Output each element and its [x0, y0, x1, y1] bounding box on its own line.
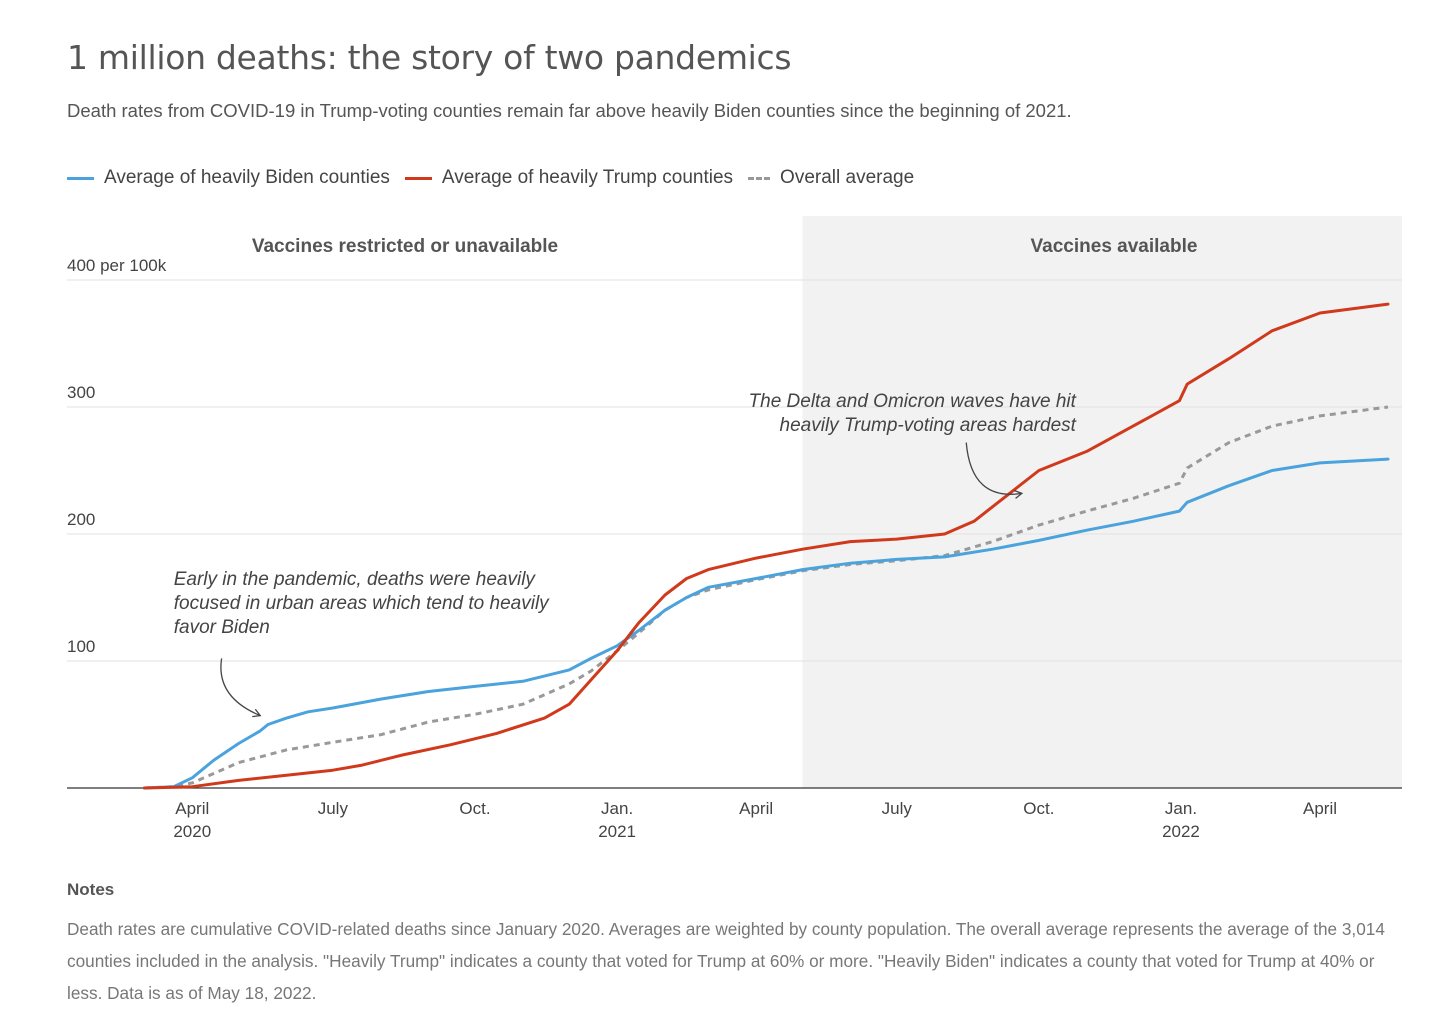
x-tick-label: Oct. — [1023, 799, 1054, 818]
legend-swatch-trump — [404, 176, 432, 180]
annotation-arrow-1 — [965, 442, 1024, 499]
x-tick-label: April — [1303, 799, 1337, 818]
series-line-trump — [142, 302, 1390, 790]
x-tick-year: 2020 — [173, 822, 211, 841]
chart-title: 1 million deaths: the story of two pande… — [67, 38, 792, 77]
legend-swatch-overall — [748, 176, 771, 180]
y-tick-label: 300 — [67, 383, 95, 402]
x-tick-label: April — [739, 799, 773, 818]
x-tick-year: 2021 — [598, 822, 636, 841]
legend-item-trump: Average of heavily Trump counties — [404, 167, 734, 189]
y-tick-label: 400 per 100k — [67, 256, 167, 275]
legend-item-overall: Overall average — [748, 167, 914, 189]
x-tick-year: 2022 — [1162, 822, 1200, 841]
legend-swatch-biden — [67, 176, 94, 180]
annotation-1: The Delta and Omicron waves have hit heav… — [749, 391, 1077, 436]
region-label-0: Vaccines restricted or unavailable — [252, 236, 558, 257]
annotation-line: heavily Trump-voting areas hardest — [780, 415, 1077, 436]
annotation-line: favor Biden — [174, 617, 270, 638]
notes-text: Death rates are cumulative COVID-related… — [67, 919, 1385, 1003]
legend-item-biden: Average of heavily Biden counties — [67, 167, 390, 189]
annotation-line: The Delta and Omicron waves have hit — [749, 391, 1077, 412]
legend-label-biden: Average of heavily Biden counties — [104, 167, 390, 188]
x-tick-label: April — [175, 799, 209, 818]
x-tick-label: Jan. — [1165, 799, 1197, 818]
vaccine-available-shade — [802, 216, 1402, 788]
notes-heading: Notes — [67, 880, 115, 899]
line-chart: 100 200 300 400 per 100k Vaccines restricte… — [67, 216, 1402, 841]
region-label-1: Vaccines available — [1031, 236, 1198, 257]
x-tick-label: July — [882, 799, 913, 818]
series-line-biden — [142, 457, 1390, 790]
annotation-0: Early in the pandemic, deaths were heavi… — [174, 569, 550, 638]
y-tick-label: 200 — [67, 510, 95, 529]
legend-label-trump: Average of heavily Trump counties — [441, 167, 734, 188]
chart-legend: Average of heavily Biden counties Averag… — [67, 167, 929, 189]
x-tick-label: Oct. — [459, 799, 490, 818]
chart-subtitle: Death rates from COVID-19 in Trump-votin… — [67, 100, 1072, 121]
legend-label-overall: Overall average — [780, 167, 915, 188]
x-tick-label: Jan. — [601, 799, 633, 818]
annotation-line: Early in the pandemic, deaths were heavi… — [174, 569, 537, 590]
x-tick-label: July — [318, 799, 349, 818]
annotation-arrow-0 — [220, 658, 262, 718]
annotation-line: focused in urban areas which tend to hea… — [174, 593, 550, 614]
y-tick-label: 100 — [67, 637, 95, 656]
